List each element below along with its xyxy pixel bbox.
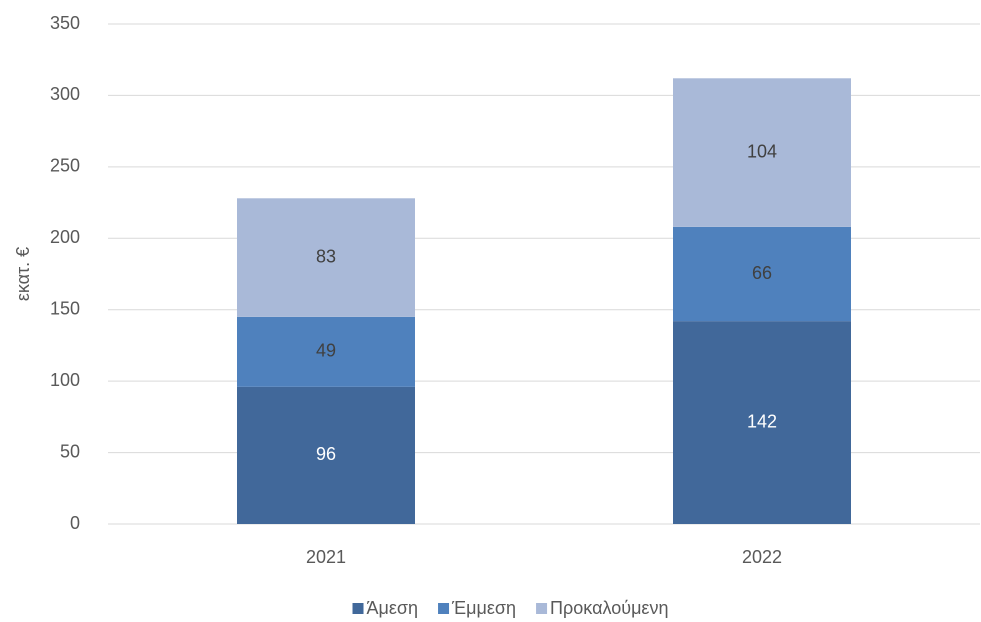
y-axis-label: εκατ. € bbox=[13, 247, 33, 301]
legend-label: Έμμεση bbox=[451, 598, 516, 618]
bar-segment bbox=[237, 198, 415, 317]
x-tick-label: 2022 bbox=[742, 547, 782, 567]
data-label: 104 bbox=[747, 141, 777, 161]
y-tick-label: 0 bbox=[70, 513, 80, 533]
bar-segment bbox=[237, 316, 415, 387]
legend-label: Προκαλούμενη bbox=[550, 598, 668, 618]
y-tick-label: 250 bbox=[50, 156, 80, 176]
data-label: 49 bbox=[316, 341, 336, 361]
y-tick-label: 100 bbox=[50, 370, 80, 390]
x-tick-label: 2021 bbox=[306, 547, 346, 567]
bar-segment bbox=[673, 226, 851, 322]
legend-swatch bbox=[352, 603, 364, 614]
y-tick-label: 50 bbox=[60, 441, 80, 461]
data-label: 66 bbox=[752, 263, 772, 283]
data-label: 83 bbox=[316, 246, 336, 266]
y-tick-label: 300 bbox=[50, 84, 80, 104]
y-tick-label: 150 bbox=[50, 298, 80, 318]
y-tick-label: 350 bbox=[50, 13, 80, 33]
bar-segment bbox=[673, 321, 851, 524]
bar-segment bbox=[237, 386, 415, 524]
data-label: 142 bbox=[747, 411, 777, 431]
legend-swatch bbox=[438, 603, 450, 614]
y-tick-label: 200 bbox=[50, 227, 80, 247]
legend-swatch bbox=[536, 603, 548, 614]
legend-label: Άμεση bbox=[367, 598, 419, 618]
data-label: 96 bbox=[316, 444, 336, 464]
bar-segment bbox=[673, 78, 851, 227]
